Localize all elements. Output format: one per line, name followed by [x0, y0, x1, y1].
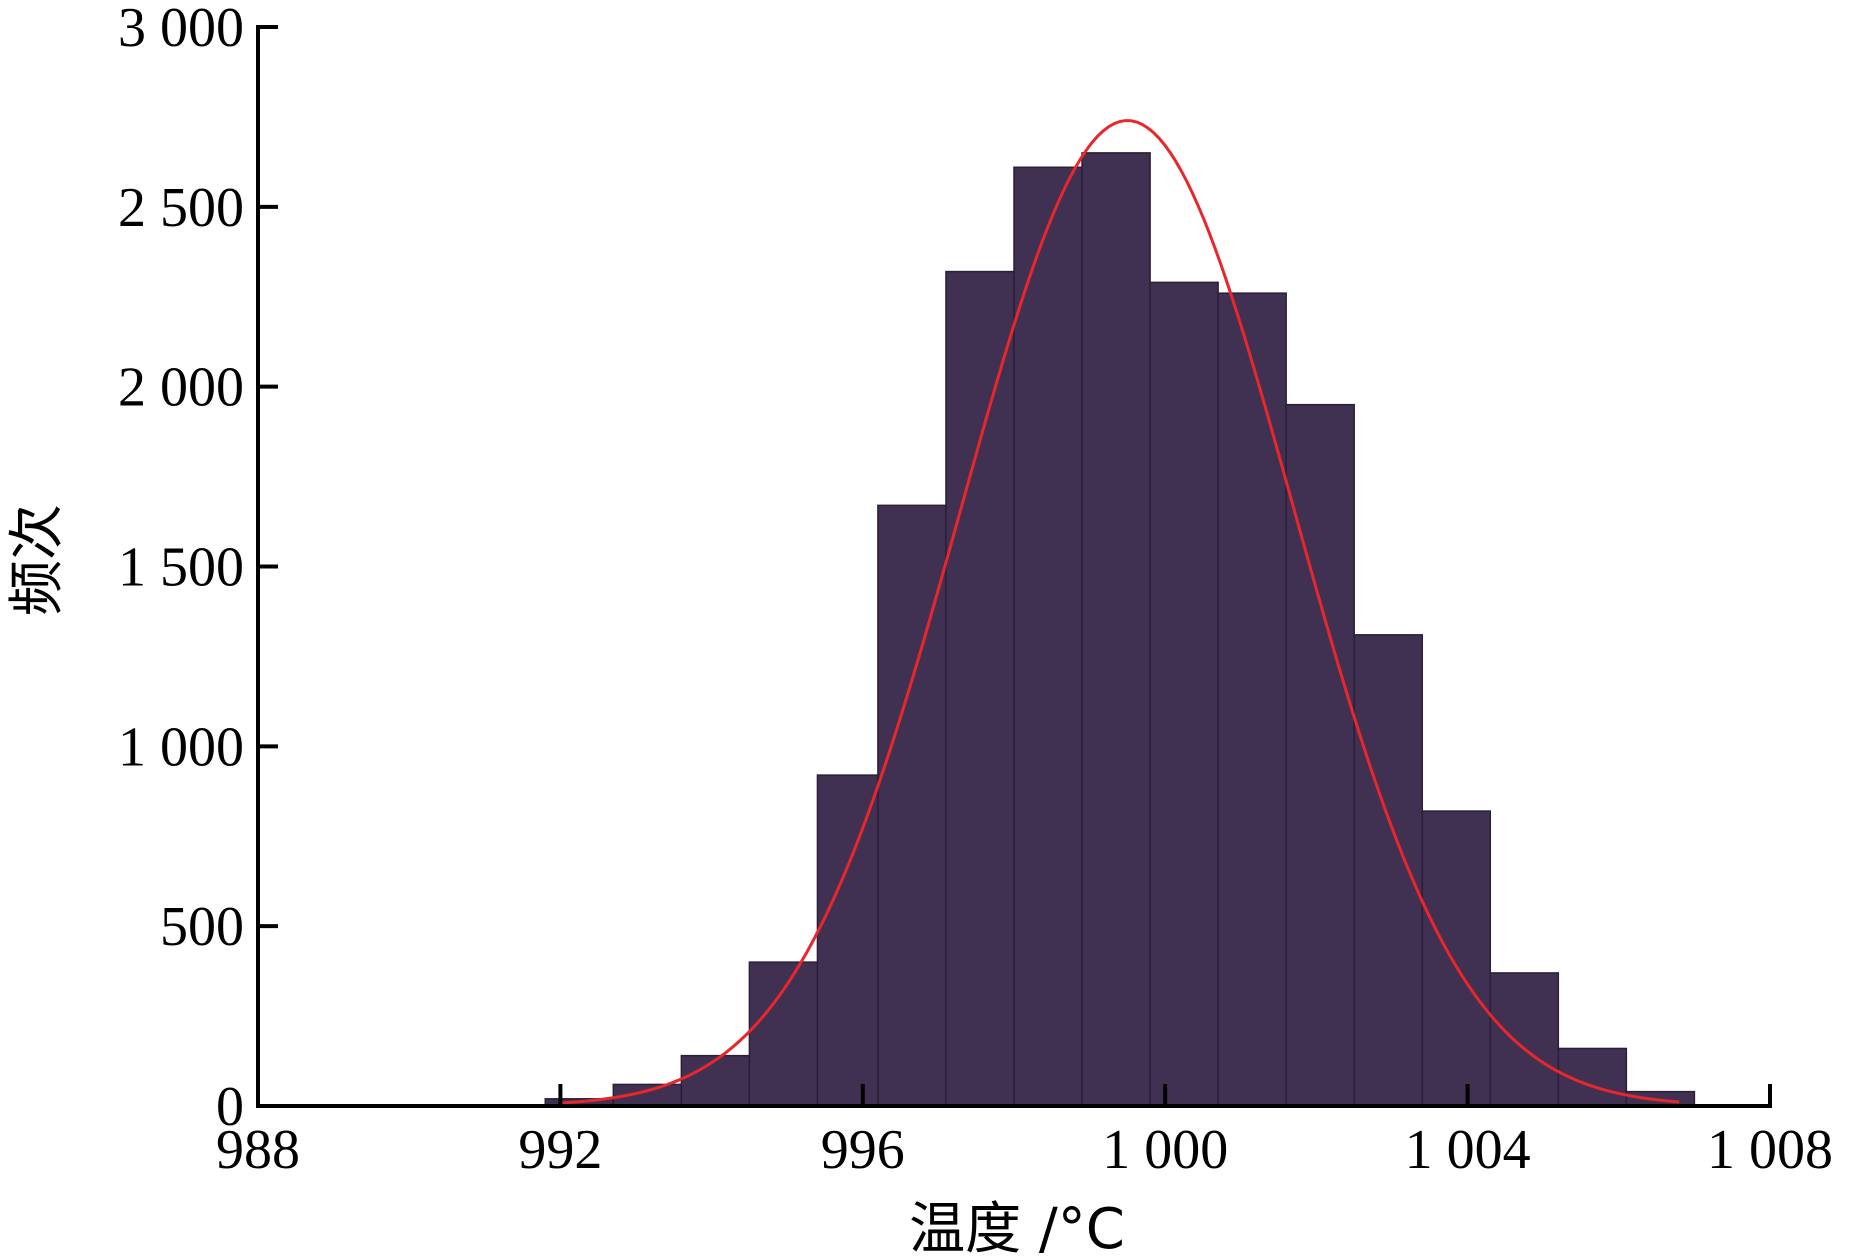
x-tick-label: 1 000	[1102, 1119, 1228, 1181]
histogram-bar	[1353, 634, 1423, 1107]
histogram-bar	[1081, 152, 1151, 1107]
x-tick-label: 988	[216, 1119, 300, 1181]
histogram-bar	[1285, 403, 1355, 1107]
histogram-bar	[945, 270, 1015, 1107]
x-axis-ticks: 988 992 996 1 000 1 004 1 008	[216, 1084, 1833, 1181]
y-tick-label: 0	[216, 1076, 244, 1138]
histogram-bar	[748, 961, 819, 1107]
y-tick-label: 2 500	[118, 177, 244, 239]
histogram-bar	[680, 1054, 751, 1107]
histogram-bars	[544, 152, 1696, 1107]
x-axis-title: 温度 /°C	[909, 1197, 1125, 1256]
y-tick-label: 2 000	[118, 357, 244, 419]
histogram-bar	[1489, 972, 1560, 1107]
x-tick-label: 996	[821, 1119, 905, 1181]
x-tick-label: 1 004	[1405, 1119, 1531, 1181]
x-tick-label: 992	[518, 1119, 602, 1181]
histogram-bar	[1013, 166, 1083, 1107]
histogram-bar	[1217, 292, 1287, 1107]
y-axis-ticks: 0 500 1 000 1 500 2 000 2 500 3 000	[118, 0, 278, 1138]
histogram-bar	[1149, 281, 1219, 1107]
histogram-bar	[816, 774, 879, 1107]
x-tick-label: 1 008	[1707, 1119, 1833, 1181]
y-tick-label: 500	[160, 896, 244, 958]
y-tick-label: 1 000	[118, 716, 244, 778]
y-axis-title: 频次	[5, 504, 70, 616]
histogram-bar	[1557, 1047, 1628, 1107]
histogram-bar	[1421, 810, 1492, 1107]
normal-fit-curve	[560, 119, 1680, 1105]
y-tick-label: 3 000	[118, 0, 244, 59]
y-tick-label: 1 500	[118, 537, 244, 599]
